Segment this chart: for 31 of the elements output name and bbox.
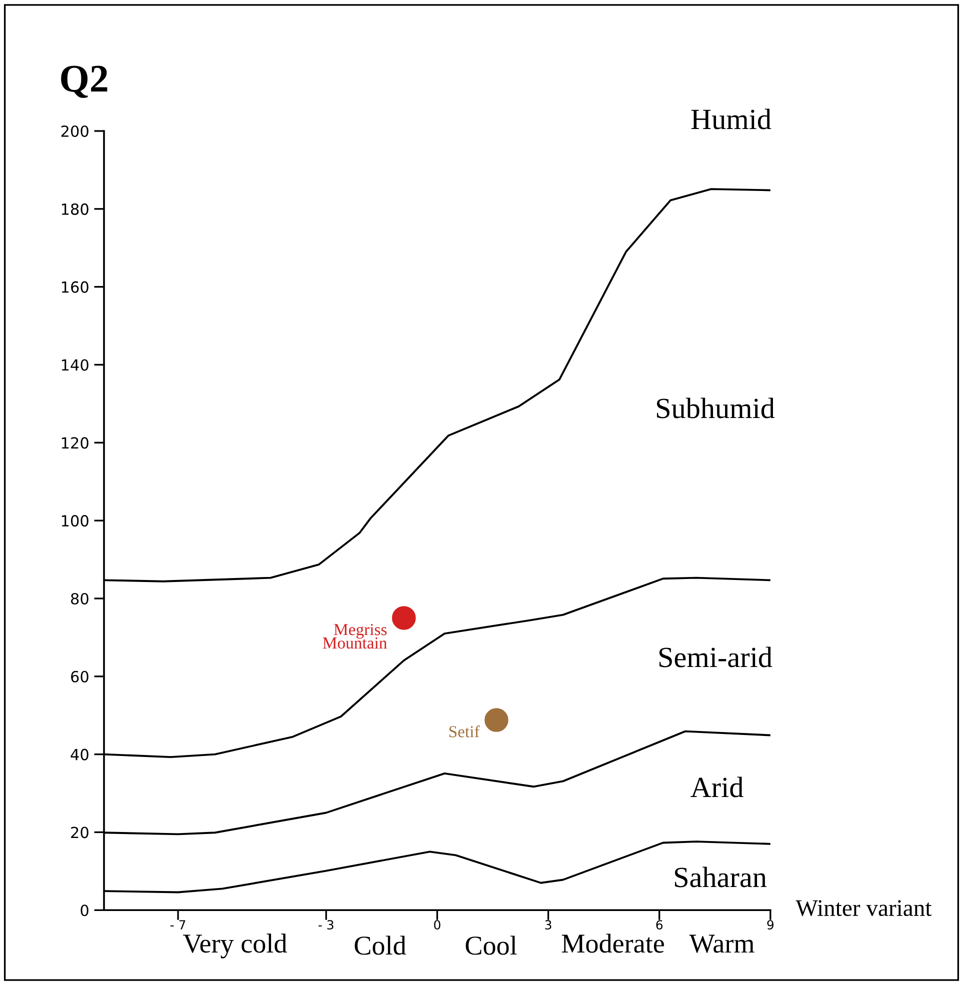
text: Cool [466,936,517,955]
x-tick-label: - 7 [170,920,186,930]
annotation: Semi-arid [659,646,772,668]
y-tick-label: 100 [62,515,88,527]
x-tick-label: 6 [656,920,663,930]
y-tick-label: 40 [70,748,88,760]
text: Warm [689,934,754,953]
text: Cold [354,936,406,955]
text: Very cold [183,934,287,958]
y-tick-label: 180 [62,203,88,215]
y-tick-label: 140 [62,359,88,371]
x-axis-title: Winter variant [796,900,932,916]
series-label: Megriss Mountain [322,624,387,649]
y-tick-label: 200 [61,125,88,138]
annotation: Arid [690,776,744,798]
annotation: Subhumid [656,398,775,418]
x-tick-label: 9 [767,920,774,930]
x-tick-label: 3 [545,920,552,930]
y-tick-label: 0 [80,904,88,916]
y-tick-label: 160 [62,281,88,293]
y-tick-label: 20 [71,826,88,838]
y-tick-label: 60 [71,670,88,682]
y-tick-label: 120 [62,437,88,449]
x-tick-label: 0 [434,920,440,930]
y-tick-label: 80 [71,592,88,605]
series-label: Setif [449,725,480,738]
x-tick-label: - 3 [318,920,334,930]
annotation: Saharan [674,866,767,888]
text: Moderate [562,934,664,953]
y-axis-title: Q2 [61,66,108,98]
text: Humid [691,108,772,130]
